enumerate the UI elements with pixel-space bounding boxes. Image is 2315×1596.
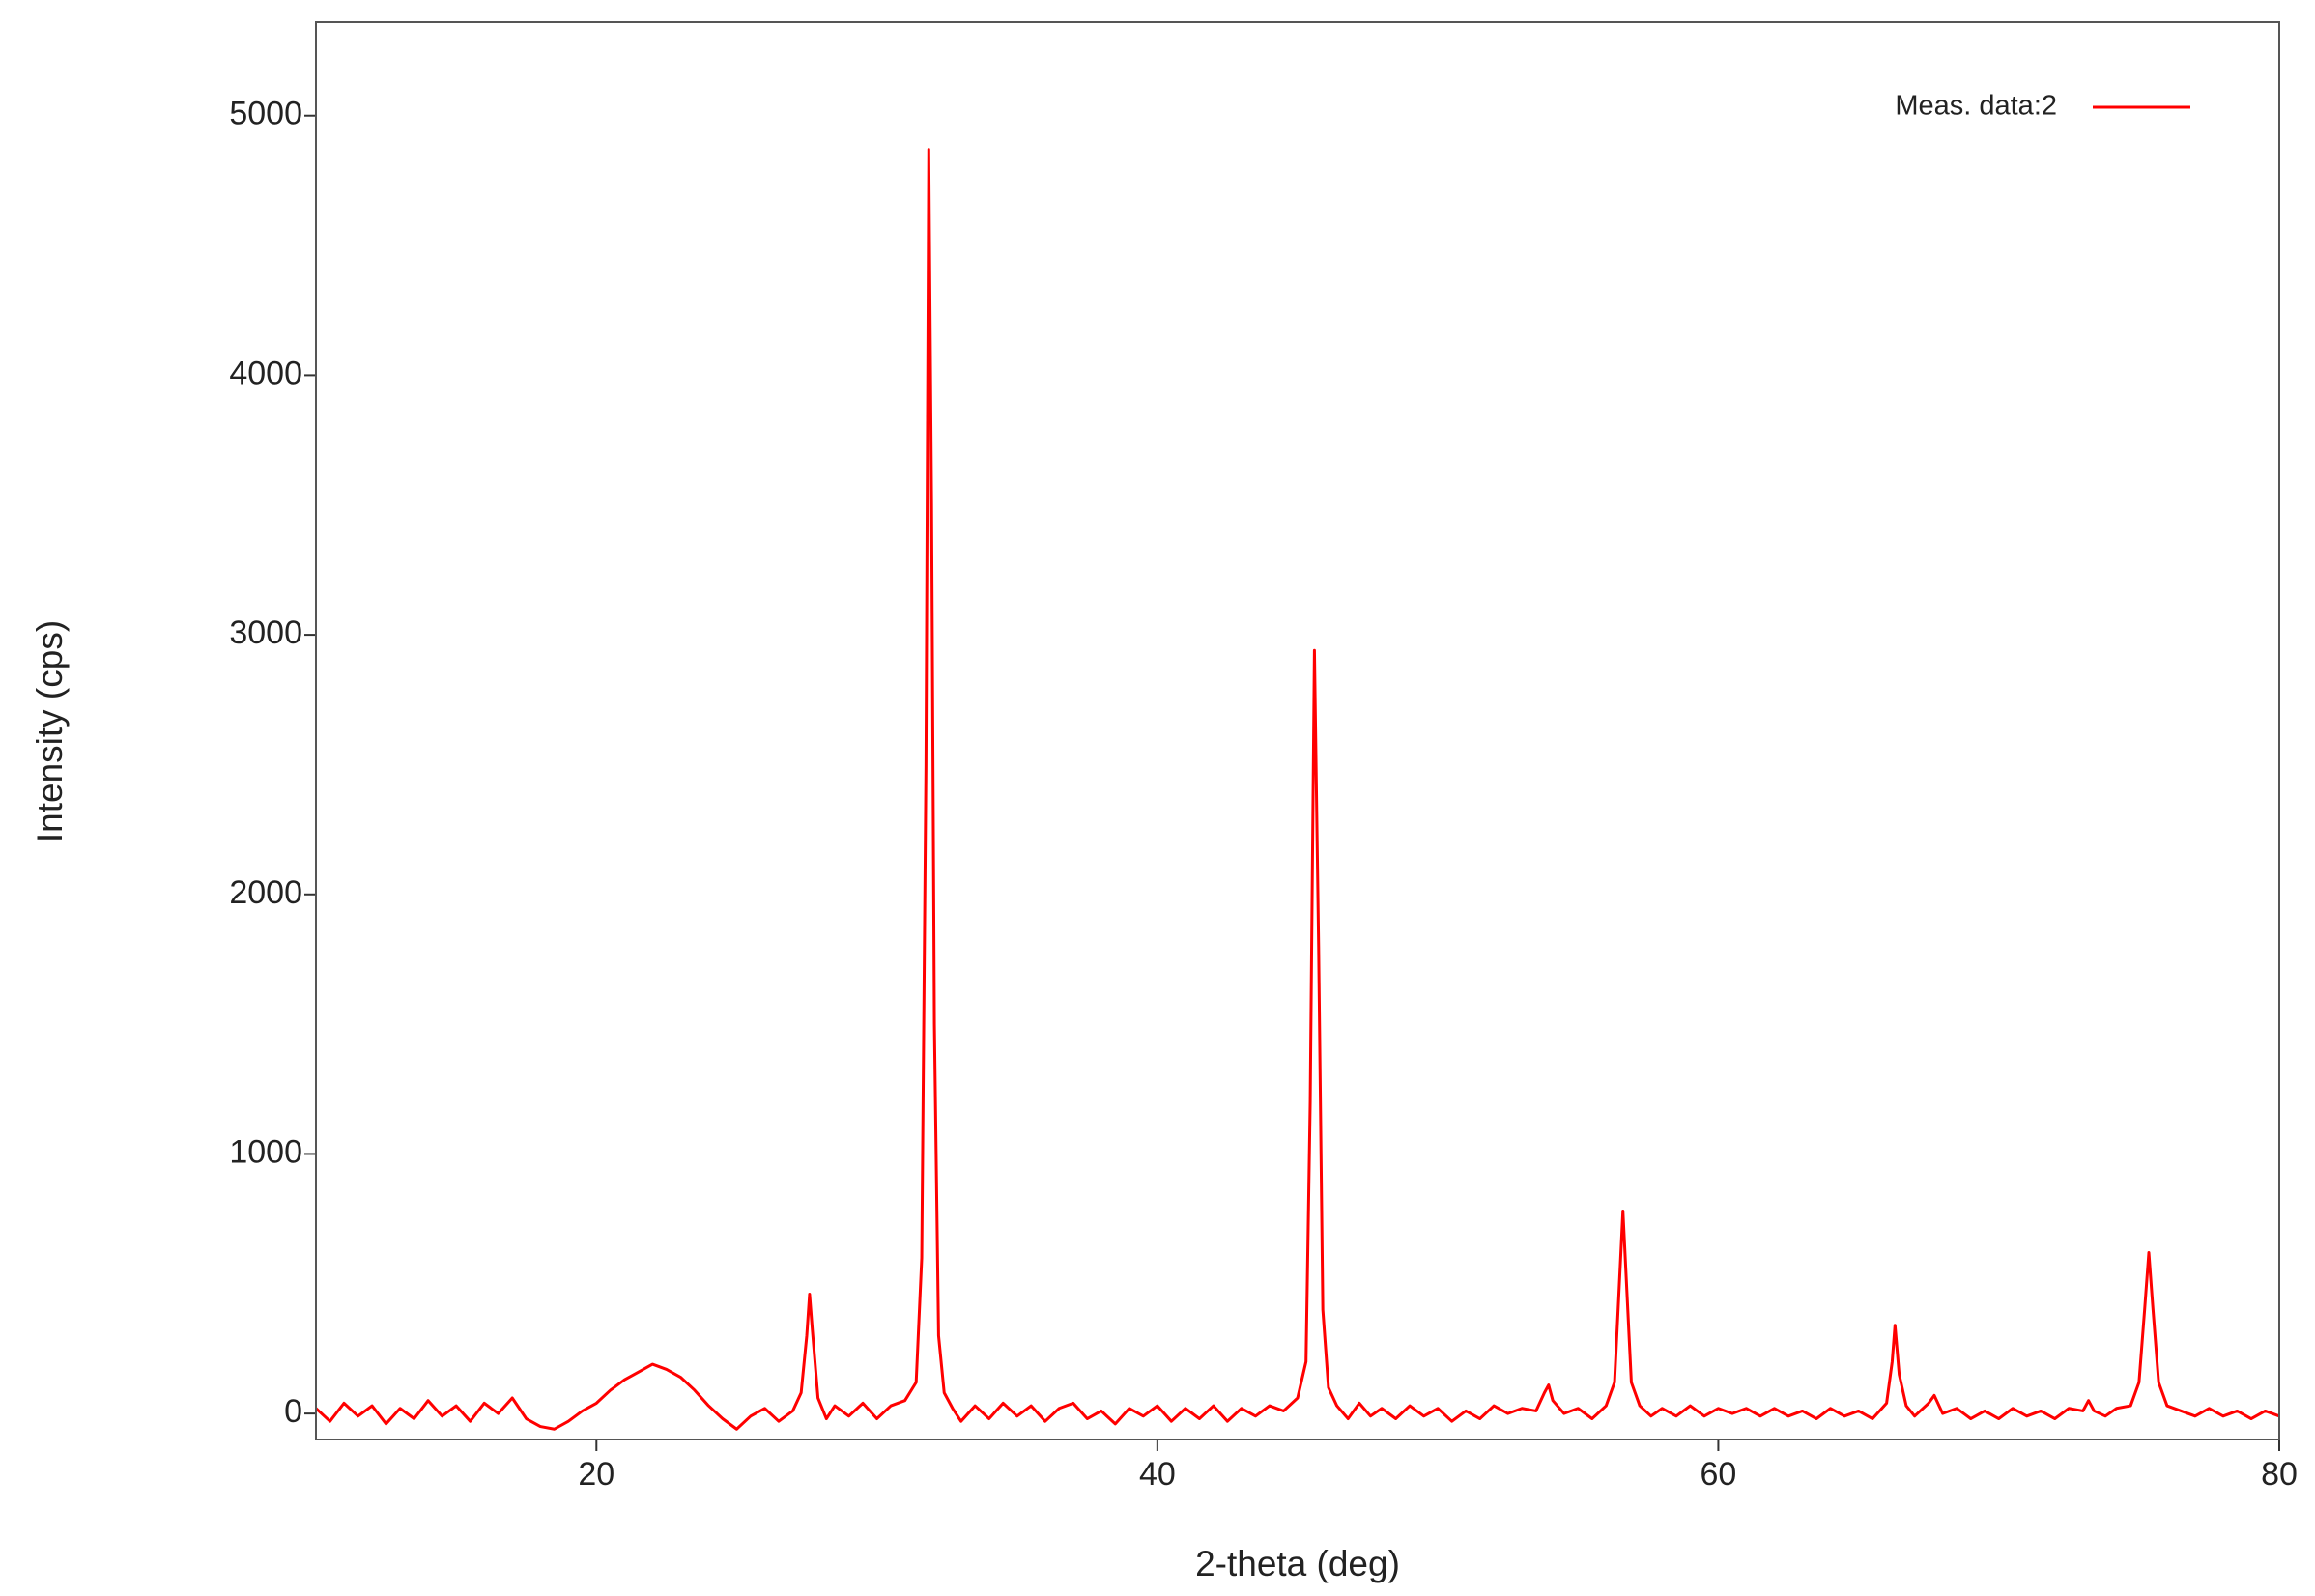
y-tick-label: 2000	[229, 874, 302, 911]
y-tick-label: 5000	[229, 96, 302, 132]
plot-frame	[315, 21, 2280, 1440]
y-axis-label: Intensity (cps)	[30, 620, 70, 842]
x-tick-label: 60	[1701, 1456, 1737, 1493]
y-tick-label: 4000	[229, 355, 302, 391]
y-tick-label: 3000	[229, 614, 302, 651]
x-tick-label: 20	[578, 1456, 614, 1493]
x-tick-label: 40	[1139, 1456, 1176, 1493]
y-tick-label: 0	[284, 1393, 302, 1430]
y-tick-label: 1000	[229, 1133, 302, 1170]
x-axis-label: 2-theta (deg)	[1195, 1544, 1400, 1583]
x-tick-label: 80	[2261, 1456, 2298, 1493]
data-line	[314, 148, 2280, 1431]
legend-label: Meas. data:2	[1895, 91, 2057, 122]
